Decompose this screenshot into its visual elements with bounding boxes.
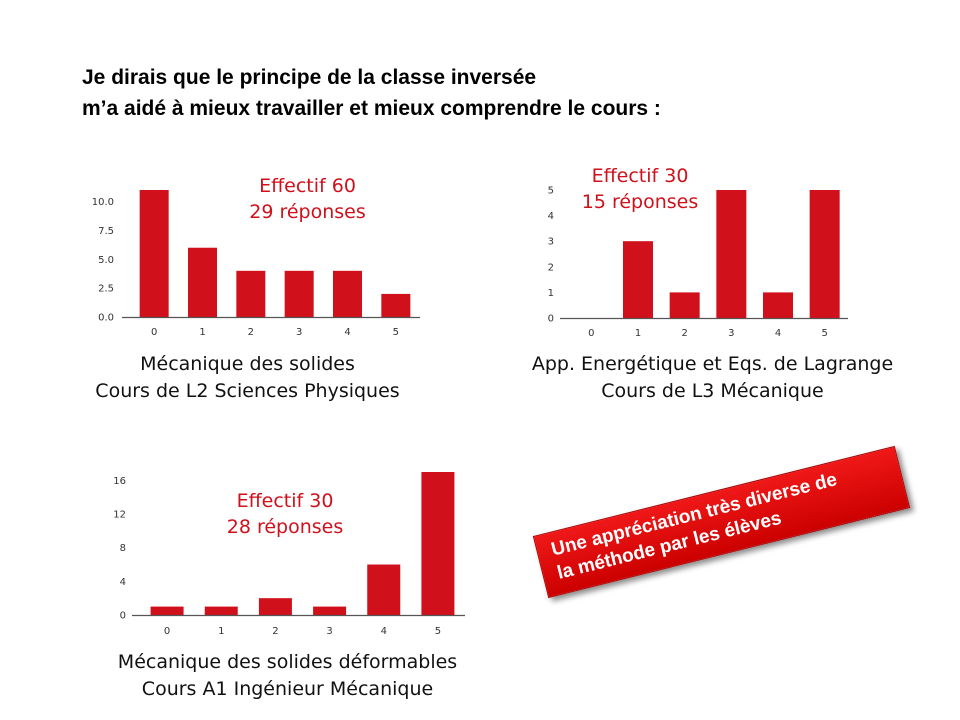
x-tick-label: 0 — [151, 327, 157, 338]
chart-l3-caption-level: Cours de L3 Mécanique — [601, 380, 824, 402]
conclusion-callout: Une appréciation très diverse de la méth… — [532, 445, 911, 599]
x-tick-label: 2 — [272, 626, 278, 637]
x-tick-label: 4 — [381, 626, 387, 637]
y-tick-label: 10.0 — [92, 197, 114, 208]
bar-3 — [313, 606, 347, 615]
y-tick-label: 1 — [548, 288, 554, 299]
chart-a1-caption-course: Mécanique des solides déformables — [117, 651, 458, 673]
chart-l2-caption: Mécanique des solides Cours de L2 Scienc… — [70, 351, 425, 405]
bar-chart-l3: 0 1 2 3 4 5 0 1 2 3 4 5 — [548, 186, 848, 339]
x-tick-label: 1 — [218, 626, 224, 637]
x-tick-label: 0 — [164, 626, 170, 637]
bar-2 — [236, 270, 266, 317]
bar-4 — [763, 292, 793, 318]
bar-3 — [716, 190, 747, 318]
chart-l3-reponses-label: 15 réponses — [581, 191, 699, 213]
chart-a1-reponses-label: 28 réponses — [226, 516, 344, 538]
y-tick-label: 7.5 — [98, 226, 114, 237]
y-tick-label: 5.0 — [98, 255, 114, 266]
y-tick-label: 0 — [548, 314, 554, 325]
bar-4 — [367, 564, 401, 615]
x-tick-label: 5 — [821, 328, 827, 339]
bar-5 — [421, 472, 455, 615]
bar-1 — [623, 241, 653, 318]
chart-a1-effectif: Effectif 30 28 réponses — [210, 488, 360, 540]
x-tick-label: 2 — [681, 328, 687, 339]
chart-a1-caption: Mécanique des solides déformables Cours … — [100, 649, 475, 703]
x-tick-label: 1 — [199, 327, 205, 338]
bar-chart-l2: 0.0 2.5 5.0 7.5 10.0 0 1 2 3 4 5 — [92, 190, 420, 338]
chart-l3-effectif-label: Effectif 30 — [591, 165, 689, 187]
chart-a1-caption-level: Cours A1 Ingénieur Mécanique — [141, 678, 434, 700]
bar-5 — [809, 190, 840, 318]
bar-2 — [669, 292, 700, 318]
x-tick-label: 5 — [393, 327, 399, 338]
chart-l2-reponses-label: 29 réponses — [249, 201, 366, 223]
y-tick-label: 5 — [548, 186, 554, 197]
bar-3 — [284, 270, 314, 317]
y-tick-label: 0.0 — [98, 313, 114, 324]
y-tick-label: 12 — [113, 510, 126, 521]
chart-l2-effectif-label: Effectif 60 — [259, 175, 356, 197]
chart-l3-caption-course: App. Energétique et Eqs. de Lagrange — [531, 353, 894, 375]
chart-l3-effectif: Effectif 30 15 réponses — [560, 163, 720, 215]
chart-a1-effectif-label: Effectif 30 — [236, 490, 334, 512]
y-tick-label: 4 — [548, 211, 554, 222]
x-tick-label: 3 — [326, 626, 332, 637]
y-tick-label: 4 — [120, 577, 126, 588]
slide-title-line-2: m’a aidé à mieux travailler et mieux com… — [82, 97, 661, 120]
chart-l2-effectif: Effectif 60 29 réponses — [230, 173, 385, 225]
bar-2 — [258, 598, 292, 615]
bar-1 — [188, 247, 217, 317]
y-tick-label: 16 — [113, 476, 126, 487]
chart-l2-caption-level: Cours de L2 Sciences Physiques — [95, 380, 400, 402]
x-tick-label: 0 — [588, 328, 594, 339]
y-tick-label: 8 — [120, 543, 126, 554]
x-tick-label: 4 — [344, 327, 350, 338]
x-tick-label: 5 — [435, 626, 441, 637]
x-tick-label: 1 — [635, 328, 641, 339]
y-tick-label: 2 — [548, 262, 554, 273]
y-tick-label: 3 — [548, 237, 554, 248]
chart-l3-caption: App. Energétique et Eqs. de Lagrange Cou… — [525, 351, 900, 405]
bar-1 — [204, 606, 238, 615]
bar-0 — [139, 190, 169, 317]
y-tick-label: 2.5 — [98, 284, 114, 295]
y-tick-label: 0 — [120, 611, 126, 622]
chart-l2-caption-course: Mécanique des solides — [140, 353, 355, 375]
slide-title-line-1: Je dirais que le principe de la classe i… — [82, 66, 537, 89]
bar-0 — [150, 606, 184, 615]
x-tick-label: 4 — [775, 328, 781, 339]
x-tick-label: 3 — [728, 328, 734, 339]
bar-4 — [333, 270, 362, 317]
bar-5 — [381, 293, 411, 317]
x-tick-label: 3 — [296, 327, 302, 338]
x-tick-label: 2 — [248, 327, 254, 338]
